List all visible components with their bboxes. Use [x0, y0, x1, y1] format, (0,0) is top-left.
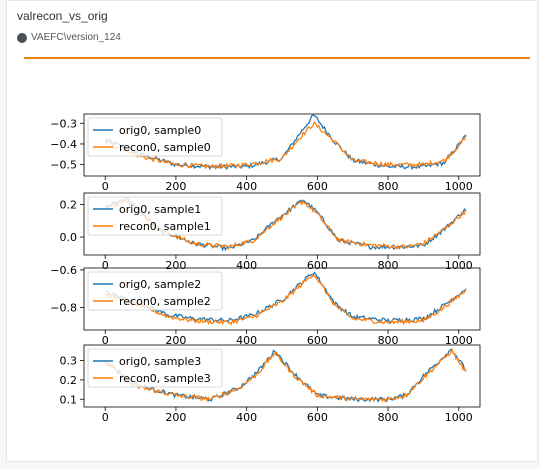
y-tick-label: 0.2: [60, 198, 78, 211]
legend-label: recon0, sample2: [119, 295, 211, 308]
x-tick-label: 0: [102, 411, 109, 424]
legend-label: orig0, sample0: [119, 124, 201, 137]
x-tick-label: 1000: [445, 334, 473, 347]
legend-label: orig0, sample3: [119, 355, 201, 368]
legend-box: [87, 348, 223, 388]
x-tick-label: 600: [307, 334, 328, 347]
x-tick-label: 1000: [445, 411, 473, 424]
series-line-recon0-sample2: [104, 274, 467, 326]
x-tick-label: 400: [236, 180, 257, 193]
x-tick-label: 600: [307, 411, 328, 424]
legend-label: recon0, sample0: [119, 141, 211, 154]
y-tick-label: −0.5: [50, 159, 77, 172]
x-tick-label: 600: [307, 259, 328, 272]
x-tick-label: 200: [165, 334, 186, 347]
axes-frame: [83, 267, 481, 331]
x-tick-label: 1000: [445, 180, 473, 193]
x-tick-label: 200: [165, 180, 186, 193]
x-tick-label: 800: [378, 180, 399, 193]
y-tick-label: 0.1: [60, 393, 78, 406]
run-source[interactable]: VAEFC\version_124: [17, 32, 121, 43]
legend-label: recon0, sample3: [119, 372, 211, 385]
x-tick-label: 800: [378, 334, 399, 347]
x-tick-label: 600: [307, 180, 328, 193]
axes-frame: [83, 113, 481, 177]
axes-frame: [83, 192, 481, 256]
series-line-orig0-sample0: [104, 114, 467, 171]
x-tick-label: 400: [236, 259, 257, 272]
x-tick-label: 0: [102, 180, 109, 193]
y-tick-label: −0.6: [50, 264, 77, 277]
accent-divider: [24, 57, 530, 59]
x-tick-label: 200: [165, 411, 186, 424]
series-line-recon0-sample3: [104, 347, 467, 403]
legend-box: [87, 271, 223, 311]
legend-label: orig0, sample1: [119, 203, 201, 216]
x-tick-label: 200: [165, 259, 186, 272]
legend-label: orig0, sample2: [119, 278, 201, 291]
y-tick-label: −0.8: [50, 301, 77, 314]
legend-box: [87, 117, 223, 157]
legend-box: [87, 196, 223, 236]
subplot-4: 0.3 0.2 0.1 0 200 400 600 800 1000 orig0, sample3…: [60, 344, 481, 424]
x-tick-label: 1000: [445, 259, 473, 272]
y-tick-label: 0.3: [60, 355, 78, 368]
panel-title: valrecon_vs_orig: [17, 9, 108, 23]
x-tick-label: 800: [378, 259, 399, 272]
y-tick-label: 0.2: [60, 374, 78, 387]
x-tick-label: 0: [102, 259, 109, 272]
subplot-3: −0.6 −0.8 0 200 400 600 800 1000 orig0, sample2 r…: [50, 264, 481, 347]
x-tick-label: 400: [236, 334, 257, 347]
subplot-1: −0.3 −0.4 −0.5 0 200 400 600 800 1000 orig0, samp…: [50, 113, 481, 193]
x-tick-label: 800: [378, 411, 399, 424]
series-line-recon0-sample0: [104, 120, 467, 170]
axes-frame: [83, 344, 481, 408]
legend-label: recon0, sample1: [119, 220, 211, 233]
run-source-label: VAEFC\version_124: [31, 32, 121, 43]
y-tick-label: 0.0: [60, 231, 78, 244]
run-color-dot-icon: [17, 32, 27, 43]
y-tick-label: −0.4: [50, 138, 77, 151]
x-tick-label: 0: [102, 334, 109, 347]
subplot-2: 0.2 0.0 0 200 400 600 800 1000 orig0, sample1 rec…: [60, 192, 481, 272]
y-tick-label: −0.3: [50, 117, 77, 130]
x-tick-label: 400: [236, 411, 257, 424]
